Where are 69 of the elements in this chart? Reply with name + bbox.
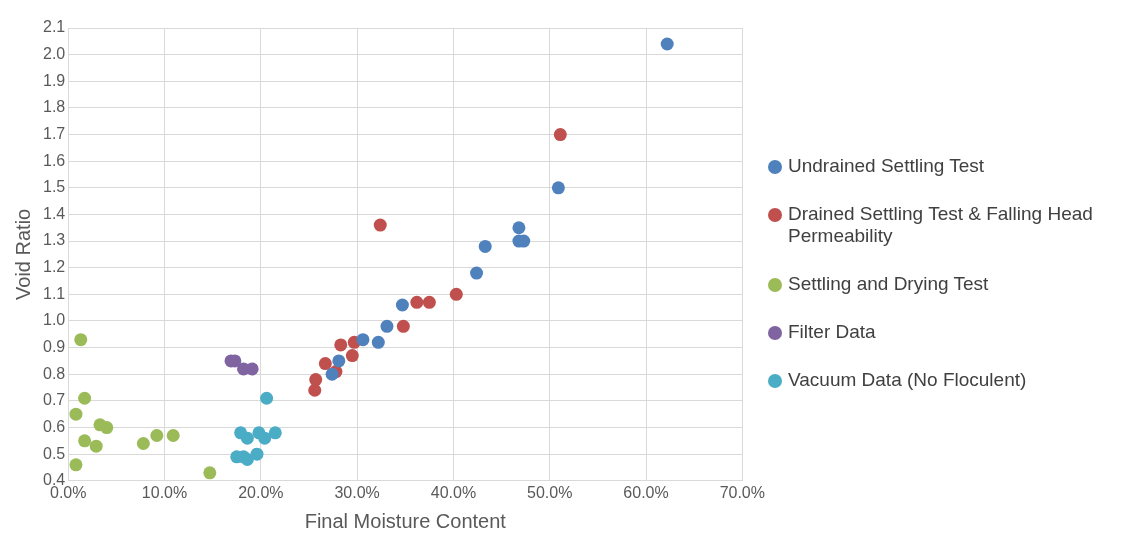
y-tick-label: 2.0: [42, 45, 66, 63]
point: [449, 287, 463, 301]
y-tick-label: 0.9: [42, 338, 66, 356]
legend-label: Vacuum Data (No Floculent): [788, 369, 1027, 391]
x-tick-label: 20.0%: [238, 483, 284, 501]
legend-label: Filter Data: [788, 321, 876, 343]
y-tick-label: 1.5: [42, 178, 66, 196]
point: [260, 391, 274, 405]
x-axis-title: Final Moisture Content: [304, 509, 507, 532]
y-tick-label: 1.3: [42, 231, 66, 249]
point: [553, 128, 567, 142]
point: [258, 431, 272, 445]
y-axis-title: Void Ratio: [11, 208, 34, 300]
y-tick-label: 1.7: [42, 124, 66, 142]
point: [78, 434, 92, 448]
point: [308, 383, 322, 397]
x-tick-label: 60.0%: [623, 483, 669, 501]
point: [74, 333, 88, 347]
y-tick-label: 1.2: [42, 258, 66, 276]
point: [136, 437, 150, 451]
point: [371, 335, 385, 349]
point: [89, 439, 103, 453]
point: [373, 218, 387, 232]
legend-label: Drained Settling Test & Falling Head Permeability: [788, 203, 1094, 247]
point: [69, 407, 83, 421]
point: [380, 319, 394, 333]
point: [78, 391, 92, 405]
point: [551, 181, 565, 195]
point: [268, 426, 282, 440]
y-tick-label: 0.8: [42, 364, 66, 382]
y-tick-label: 0.5: [42, 444, 66, 462]
point: [309, 373, 323, 387]
point: [325, 367, 339, 381]
x-tick-label: 50.0%: [527, 483, 573, 501]
y-tick-label: 1.8: [42, 98, 66, 116]
y-tick-label: 1.1: [42, 284, 66, 302]
point: [410, 295, 424, 309]
point: [660, 37, 674, 51]
point: [318, 357, 332, 371]
point: [100, 421, 114, 435]
point: [166, 429, 180, 443]
point: [69, 458, 83, 472]
x-tick-label: 40.0%: [430, 483, 477, 501]
y-tick-label: 0.6: [42, 417, 66, 435]
y-tick-label: 1.0: [42, 311, 66, 329]
legend-label: Settling and Drying Test: [788, 273, 989, 295]
x-tick-label: 70.0%: [719, 483, 765, 501]
point: [240, 431, 254, 445]
point: [356, 333, 370, 347]
point: [203, 466, 217, 480]
point: [250, 447, 264, 461]
x-tick-label: 30.0%: [334, 483, 380, 501]
point: [470, 266, 484, 280]
point: [396, 319, 410, 333]
point: [345, 349, 359, 363]
y-tick-label: 1.9: [42, 71, 66, 89]
y-tick-label: 2.1: [42, 18, 66, 36]
point: [422, 295, 436, 309]
point: [512, 221, 526, 235]
y-tick-label: 1.4: [42, 204, 66, 222]
point: [395, 298, 409, 312]
y-tick-label: 1.6: [42, 151, 66, 169]
x-tick-label: 10.0%: [141, 483, 188, 501]
point: [334, 338, 348, 352]
legend-label: Undrained Settling Test: [788, 155, 985, 177]
point: [332, 354, 346, 368]
point: [150, 429, 164, 443]
y-tick-label: 0.7: [42, 391, 66, 409]
point: [478, 239, 492, 253]
